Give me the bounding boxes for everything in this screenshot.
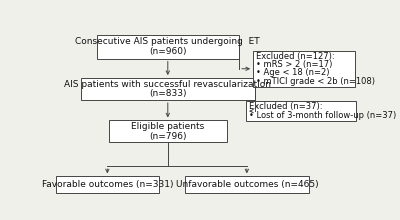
- Text: • mTICI grade < 2b (n=108): • mTICI grade < 2b (n=108): [256, 77, 375, 86]
- Text: • Age < 18 (n=2): • Age < 18 (n=2): [256, 68, 330, 77]
- FancyBboxPatch shape: [246, 101, 356, 121]
- Text: Eligible patients: Eligible patients: [131, 122, 204, 131]
- Text: Unfavorable outcomes (n=465): Unfavorable outcomes (n=465): [176, 180, 318, 189]
- FancyBboxPatch shape: [185, 176, 309, 193]
- FancyBboxPatch shape: [96, 35, 239, 59]
- FancyBboxPatch shape: [253, 51, 355, 86]
- Text: • Lost of 3-month follow-up (n=37): • Lost of 3-month follow-up (n=37): [249, 111, 396, 120]
- FancyBboxPatch shape: [56, 176, 158, 193]
- Text: (n=833): (n=833): [149, 89, 186, 98]
- Text: Consecutive AIS patients undergoing  ET: Consecutive AIS patients undergoing ET: [76, 37, 260, 46]
- Text: Excluded (n=37):: Excluded (n=37):: [249, 102, 323, 111]
- Text: Excluded (n=127):: Excluded (n=127):: [256, 52, 335, 61]
- Text: AIS patients with successful revascularization: AIS patients with successful revasculari…: [64, 80, 271, 89]
- FancyBboxPatch shape: [81, 78, 255, 100]
- Text: (n=960): (n=960): [149, 47, 186, 56]
- Text: (n=796): (n=796): [149, 132, 186, 141]
- Text: Favorable outcomes (n=331): Favorable outcomes (n=331): [42, 180, 173, 189]
- FancyBboxPatch shape: [109, 120, 227, 142]
- Text: • mRS > 2 (n=17): • mRS > 2 (n=17): [256, 60, 332, 69]
